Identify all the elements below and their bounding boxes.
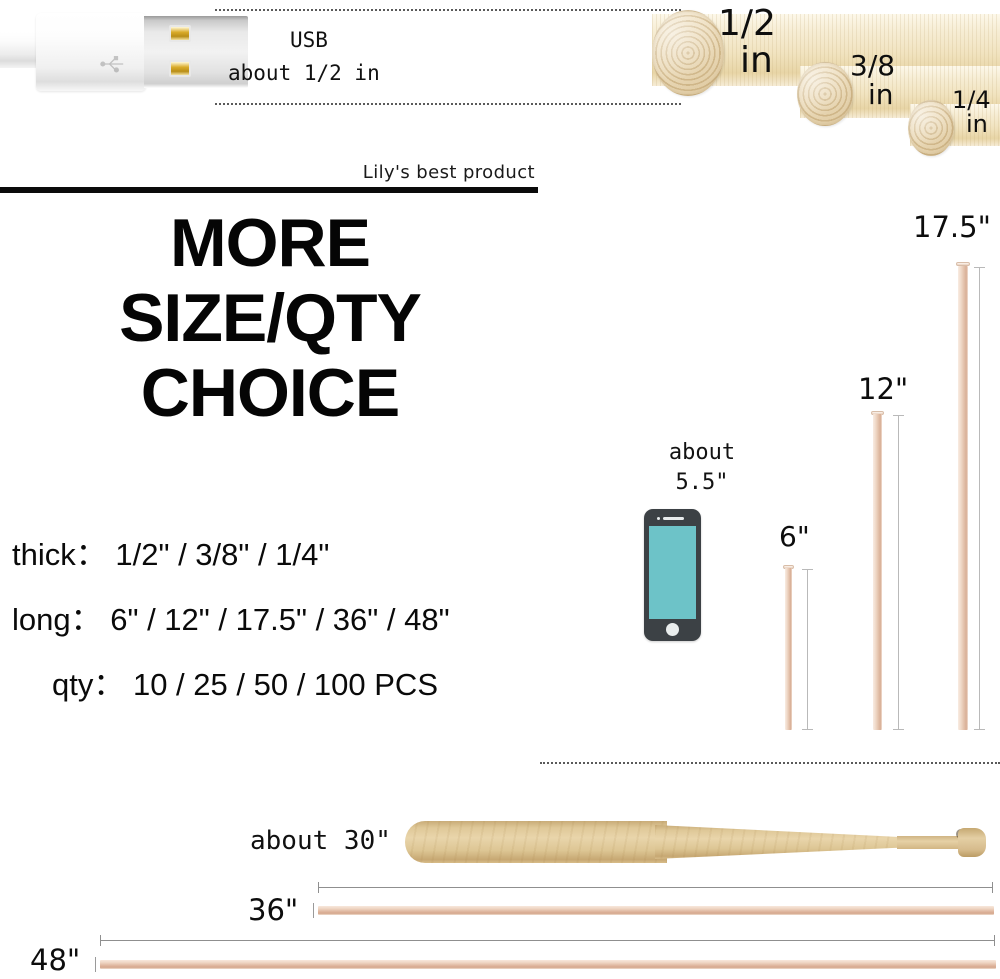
dowel-end-half [652, 10, 724, 96]
usb-connector-body [36, 13, 146, 91]
usb-reference-section: USB about 1/2 in [0, 0, 1000, 115]
phone-label-line2: 5.5" [675, 469, 729, 495]
dowel-48in [100, 960, 996, 969]
usb-pin [169, 25, 191, 42]
bat-taper [655, 825, 905, 859]
title-line-3: CHOICE [140, 354, 400, 431]
measure-tick-36in [313, 903, 314, 918]
length-label-12in: 12" [858, 372, 909, 406]
measure-line-6in [802, 569, 813, 730]
length-label-17-5in: 17.5" [913, 210, 991, 244]
spec-thickness: thick： 1/2" / 3/8" / 1/4" [12, 537, 330, 572]
phone-reference-label: about 5.5" [642, 438, 762, 497]
phone-home-button [666, 623, 679, 636]
diameter-label-half: 1/2 in [718, 3, 776, 81]
usb-label-line1: USB [290, 28, 328, 52]
spec-list: thick： 1/2" / 3/8" / 1/4" long： 6" / 12"… [8, 522, 556, 717]
dowel-17-5in-cap [956, 262, 970, 266]
measure-line-12in [893, 415, 904, 730]
phone-reference-illustration [644, 509, 701, 641]
measure-tick-48in [95, 957, 96, 972]
usb-pin [169, 60, 191, 77]
page-title: MORE SIZE/QTY CHOICE [0, 206, 540, 430]
dowel-end-quarter [908, 100, 954, 156]
diameter-label-quarter: 1/4 in [952, 86, 991, 139]
baseball-bat-illustration [405, 813, 990, 871]
title-line-2: SIZE/QTY [119, 279, 422, 356]
diameter-label-three-eighths: 3/8 in [850, 49, 896, 111]
dowel-36in [318, 906, 994, 915]
usb-size-label: USB about 1/2 in [228, 24, 458, 89]
phone-speaker-icon [663, 517, 684, 520]
spec-quantity: qty： 10 / 25 / 50 / 100 PCS [52, 667, 439, 703]
usb-icon [100, 56, 124, 73]
dowel-6in [785, 568, 792, 730]
usb-label-line2: about 1/2 in [228, 60, 380, 85]
spec-length: long： 6" / 12" / 17.5" / 36" / 48" [12, 602, 450, 638]
bat-knob [958, 828, 986, 857]
dowel-17-5in [958, 266, 968, 730]
dotted-divider-top [215, 9, 681, 11]
vertical-length-comparison: about 5.5" 6" 12" 17.5" [600, 190, 1000, 730]
measure-line-36in [318, 882, 993, 893]
bat-barrel [405, 821, 667, 863]
measure-line-17-5in [974, 267, 985, 730]
measure-line-48in [100, 935, 995, 946]
bat-handle [897, 836, 969, 849]
length-label-36in: 36" [248, 893, 299, 927]
dowel-end-three-eighths [797, 62, 853, 126]
phone-camera-icon [657, 517, 660, 520]
length-label-6in: 6" [779, 520, 810, 553]
header-rule [0, 187, 538, 193]
dotted-divider-usb-bottom [215, 103, 681, 105]
dowel-diameter-photo: 1/2 in 3/8 in 1/4 in [652, 0, 1000, 160]
phone-label-line1: about [668, 440, 736, 465]
bat-reference-label: about 30" [250, 826, 391, 856]
brand-tagline: Lily's best product [362, 162, 535, 183]
phone-screen [649, 526, 696, 619]
dowel-12in [873, 414, 882, 730]
title-line-1: MORE [170, 205, 371, 281]
dotted-divider-middle [540, 762, 1000, 764]
length-label-48in: 48" [30, 943, 81, 977]
usb-metal-shell [144, 16, 248, 88]
